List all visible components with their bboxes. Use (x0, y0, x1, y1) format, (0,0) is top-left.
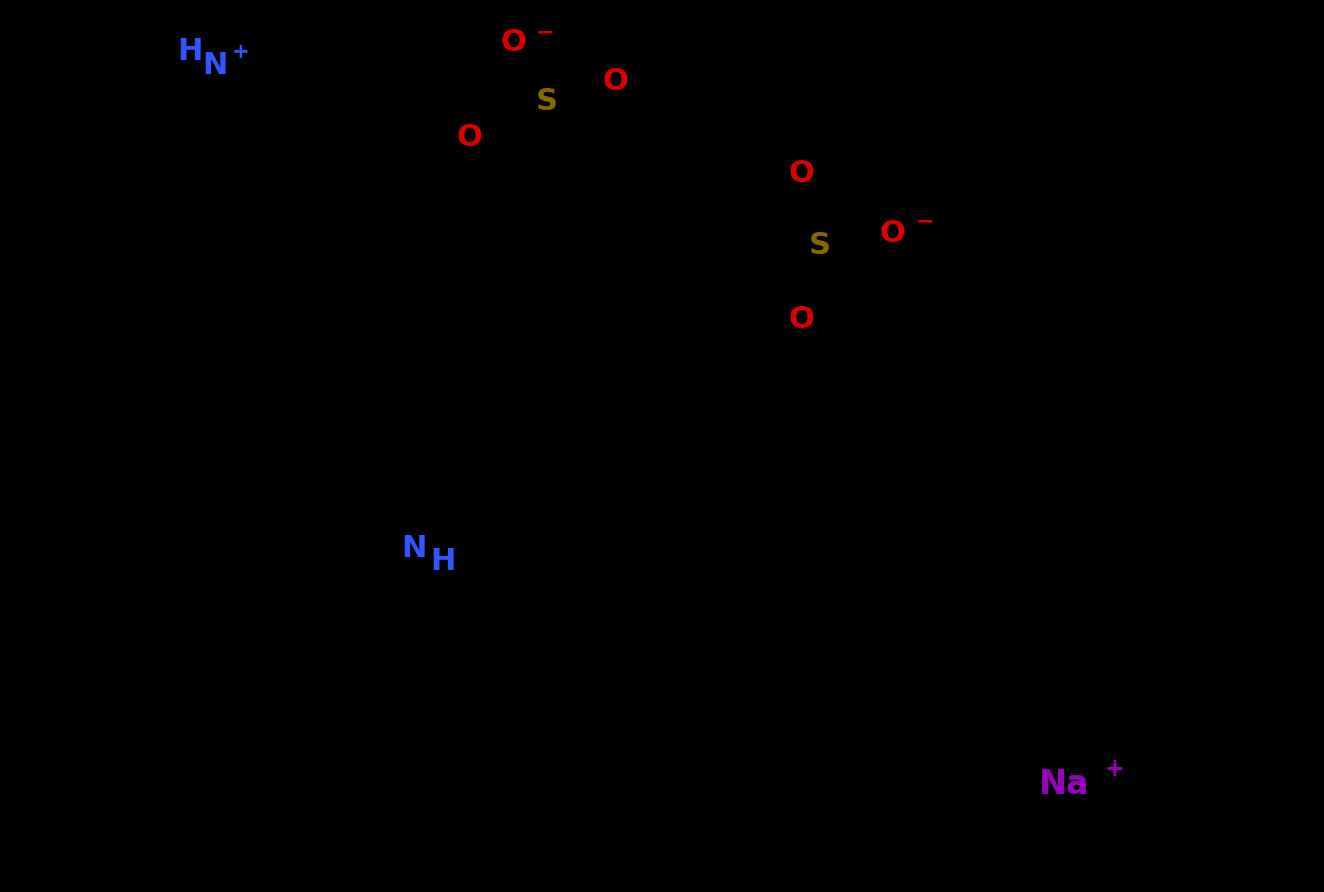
Text: Na: Na (1038, 768, 1090, 801)
Text: N: N (201, 51, 228, 80)
Text: S: S (809, 231, 831, 260)
Text: +: + (1106, 757, 1124, 780)
Text: S: S (536, 87, 557, 116)
Text: +: + (232, 42, 250, 62)
Text: O: O (788, 305, 814, 334)
Text: H: H (430, 547, 455, 576)
Text: O: O (879, 219, 906, 248)
Text: −: − (915, 211, 935, 232)
Text: H: H (177, 37, 203, 66)
Text: −: − (535, 22, 555, 42)
Text: O: O (457, 123, 482, 153)
Text: O: O (788, 159, 814, 187)
Text: O: O (500, 29, 527, 57)
Text: O: O (602, 67, 628, 96)
Text: N: N (401, 533, 426, 563)
